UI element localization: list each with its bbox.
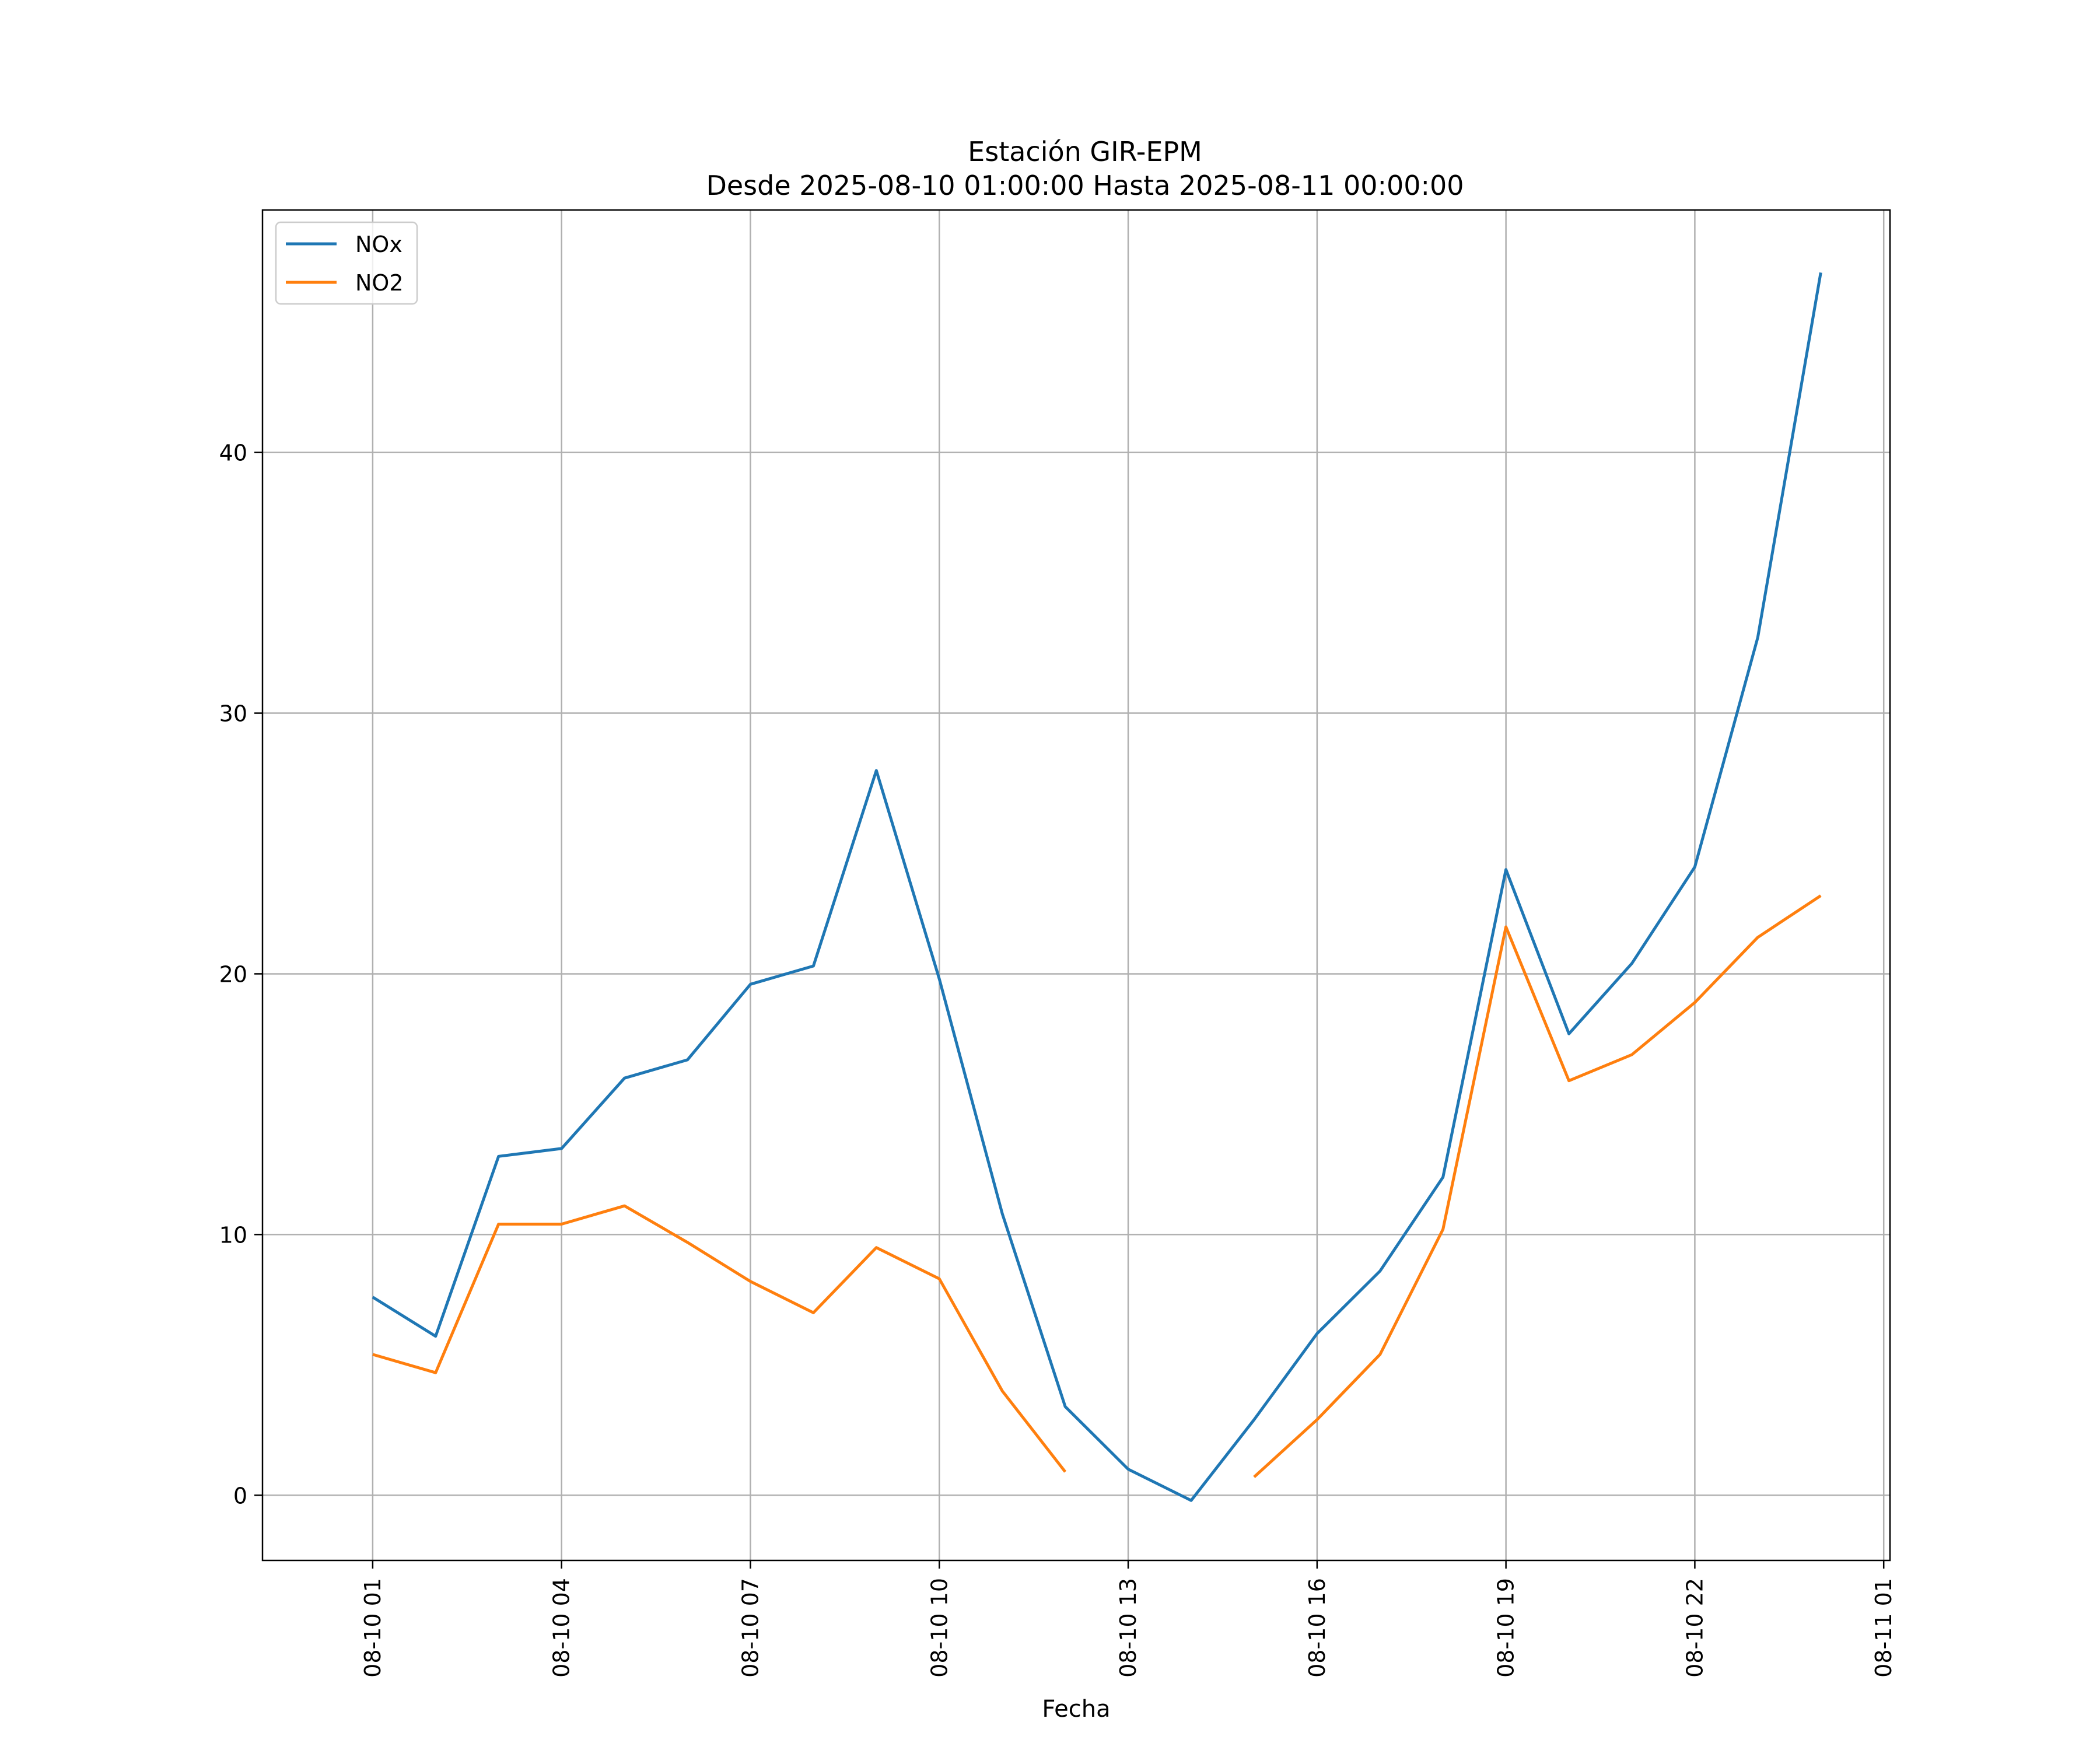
series-line-no2: [1253, 894, 1822, 1478]
x-tick-label: 08-10 04: [549, 1578, 575, 1678]
y-tick-label: 0: [233, 1483, 247, 1508]
x-tick-label: 08-10 19: [1493, 1578, 1519, 1678]
x-tick-label: 08-10 22: [1682, 1578, 1707, 1678]
chart-title: Estación GIR-EPM: [968, 136, 1202, 167]
x-axis-label: Fecha: [1042, 1696, 1110, 1723]
legend: NOx NO2: [275, 221, 418, 305]
grid-lines: [262, 210, 1890, 1560]
series-line-no2: [372, 1204, 1067, 1473]
series-lines: [372, 272, 1822, 1502]
plot-frame: [261, 209, 1891, 1562]
y-tick-label: 30: [219, 701, 247, 727]
chart-subtitle: Desde 2025-08-10 01:00:00 Hasta 2025-08-…: [706, 170, 1464, 201]
legend-label: NOx: [355, 232, 402, 257]
series-line-nox: [372, 272, 1822, 1502]
y-tick-label: 20: [219, 961, 247, 987]
x-tick-label: 08-10 10: [926, 1578, 952, 1678]
x-tick-label: 08-10 01: [360, 1578, 386, 1678]
x-tick-label: 08-11 01: [1871, 1578, 1896, 1678]
x-axis-ticks: 08-10 01 08-10 04 08-10 07 08-10 10 08-10 13…: [360, 1560, 1896, 1678]
x-tick-label: 08-10 13: [1115, 1578, 1141, 1678]
y-axis-ticks: 0 10 20 30 40: [219, 440, 262, 1508]
legend-label: NO2: [355, 270, 404, 296]
y-tick-label: 10: [219, 1222, 247, 1248]
x-tick-label: 08-10 07: [737, 1578, 763, 1678]
x-tick-label: 08-10 16: [1304, 1578, 1330, 1678]
y-tick-label: 40: [219, 440, 247, 466]
